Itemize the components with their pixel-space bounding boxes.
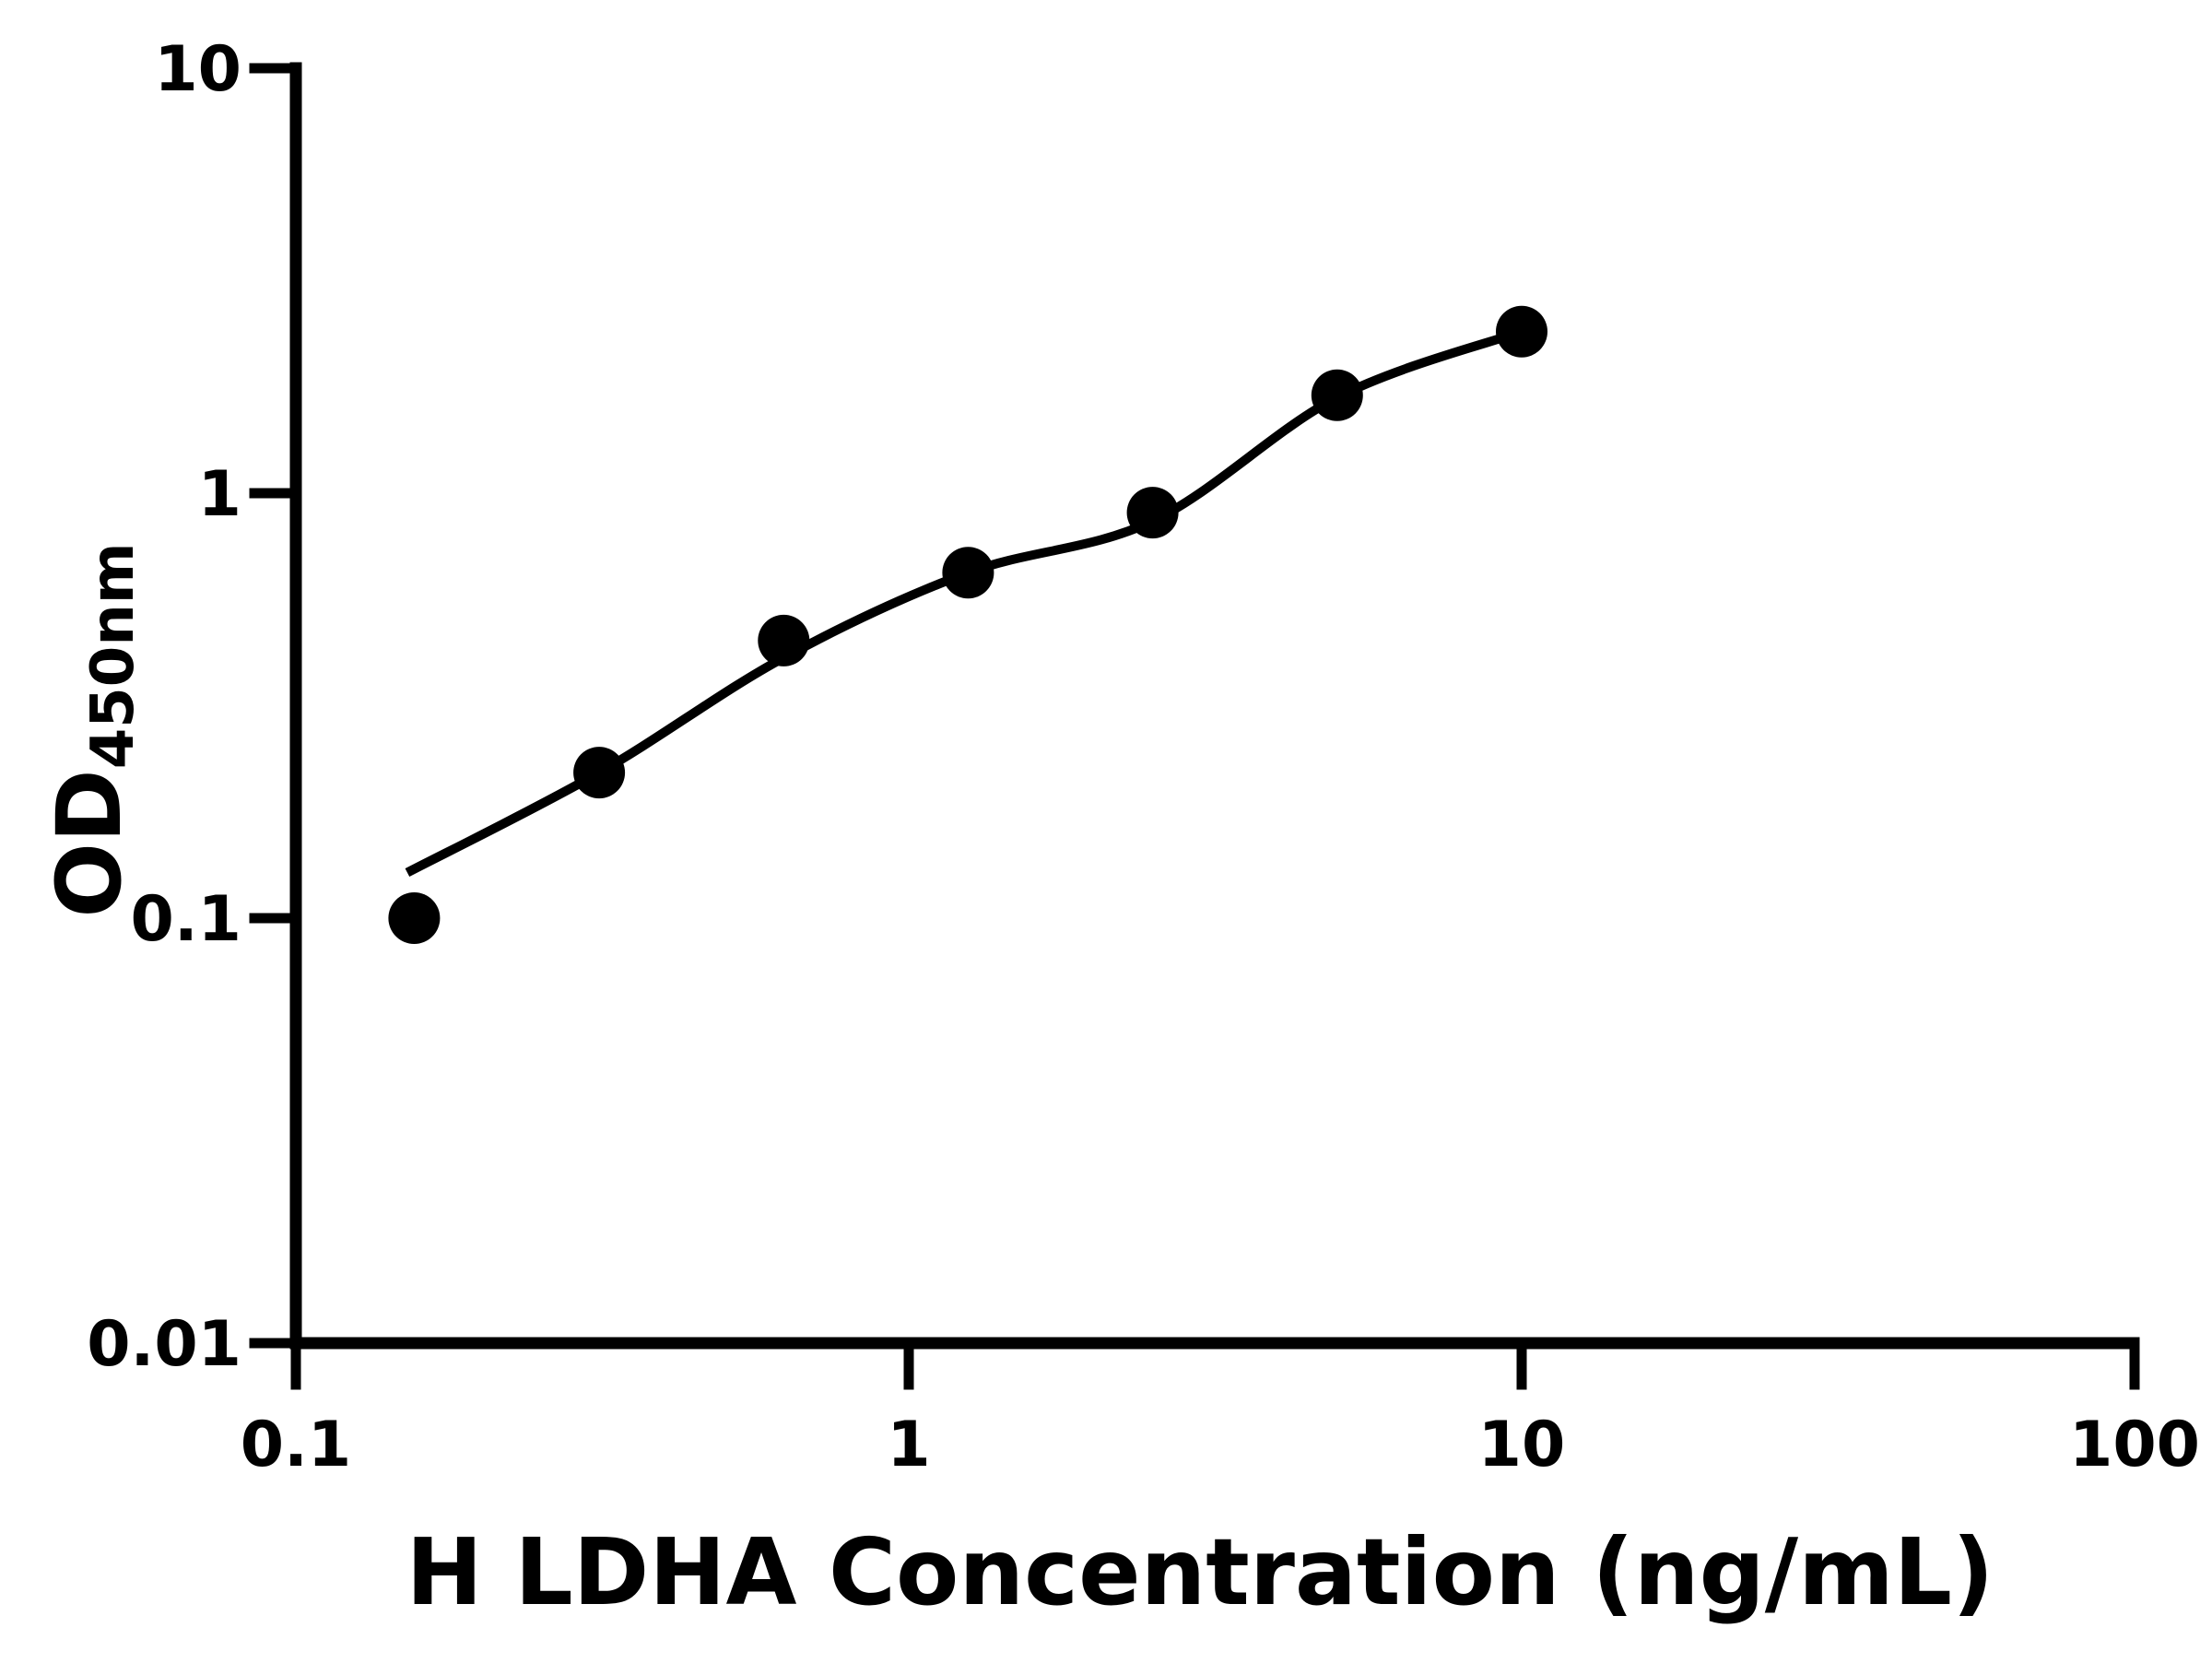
x-tick-label: 0.1 [241, 1409, 351, 1481]
x-tick-label: 1 [887, 1409, 930, 1481]
y-axis-title-subscript: 450nm [79, 542, 147, 769]
data-point [388, 892, 441, 944]
data-point [942, 547, 994, 599]
y-tick-label: 10 [154, 33, 241, 106]
x-tick-label: 10 [1478, 1409, 1566, 1481]
y-tick-label: 0.01 [87, 1308, 241, 1381]
y-axis-title-main: OD [38, 769, 141, 917]
y-axis-title: OD450nm [38, 542, 147, 917]
data-point [1496, 305, 1547, 358]
data-point [573, 747, 626, 799]
x-axis-title: H LDHA Concentration (ng/mL) [406, 1518, 1994, 1626]
y-tick-label: 1 [198, 458, 241, 531]
data-point [1311, 369, 1363, 421]
x-tick-label: 100 [2069, 1409, 2200, 1481]
y-tick-label: 0.1 [131, 883, 241, 956]
data-point [1126, 487, 1179, 539]
data-point [758, 614, 810, 666]
